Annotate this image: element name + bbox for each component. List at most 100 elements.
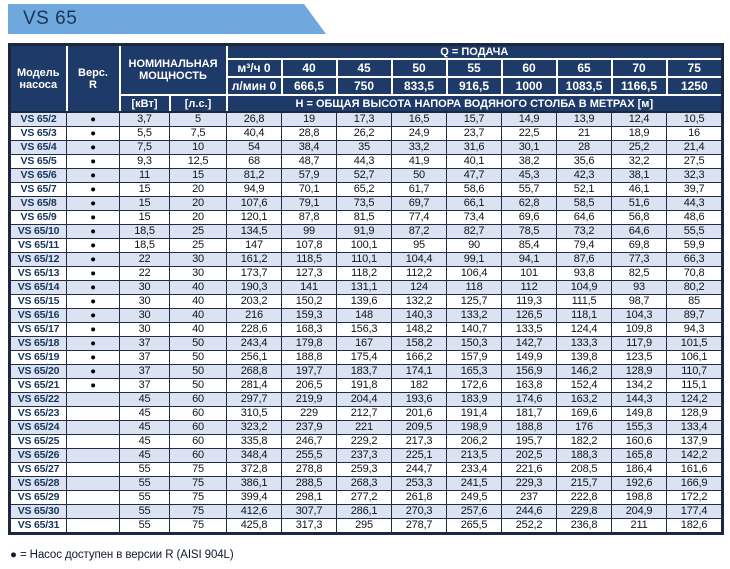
head-value-cell: 89,7 [666, 308, 724, 323]
hp-cell: 20 [168, 210, 228, 225]
head-value-cell: 10,5 [666, 111, 724, 127]
head-value-cell: 118,1 [556, 308, 613, 323]
series-tab: VS 65 [8, 4, 326, 34]
kw-cell: 30 [119, 308, 170, 323]
head-value-cell: 73,4 [446, 210, 503, 225]
head-value-cell: 141 [281, 280, 338, 295]
head-value-cell: 237,9 [281, 420, 338, 435]
table-row: VS 65/16 ● 30 40 216 159,3 148 140,3 133,2 126,5 1… [9, 308, 724, 323]
model-cell: VS 65/8 [9, 196, 67, 211]
head-value-cell: 61,7 [391, 182, 448, 197]
head-value-cell: 174,6 [501, 392, 558, 407]
version-r-cell: ● [66, 364, 120, 379]
hp-cell: 75 [168, 504, 228, 519]
footer-note: ● = Насос доступен в версии R (AISI 904L… [10, 549, 234, 561]
model-cell: VS 65/25 [9, 434, 67, 449]
kw-cell: 45 [119, 420, 170, 435]
kw-cell: 55 [119, 476, 170, 491]
head-value-cell: 104,3 [611, 308, 668, 323]
head-value-cell: 261,8 [391, 490, 448, 505]
head-value-cell: 124,4 [556, 322, 613, 337]
head-value-cell: 35,6 [556, 154, 613, 169]
head-value-cell: 215,7 [556, 476, 613, 491]
model-cell: VS 65/20 [9, 364, 67, 379]
head-value-cell: 229,8 [556, 504, 613, 519]
head-value-cell: 161,6 [666, 462, 724, 477]
head-value-cell: 191,4 [446, 406, 503, 421]
head-value-cell: 237,3 [336, 448, 393, 463]
head-value-cell: 297,7 [226, 392, 283, 407]
head-value-cell: 98,7 [611, 294, 668, 309]
hp-cell: 40 [168, 322, 228, 337]
head-value-cell: 213,5 [446, 448, 503, 463]
head-value-cell: 172,6 [446, 378, 503, 393]
table-row: VS 65/30 55 75 412,6 307,7 286,1 270,3 257,6 244… [9, 504, 724, 519]
head-value-cell: 109,8 [611, 322, 668, 337]
table-row: VS 65/5 ● 9,3 12,5 68 48,7 44,3 41,9 40,1 38,2 35,… [9, 154, 724, 169]
head-value-cell: 228,6 [226, 322, 283, 337]
head-value-cell: 221,6 [501, 462, 558, 477]
head-value-cell: 140,3 [391, 308, 448, 323]
hp-cell: 10 [168, 140, 228, 155]
head-value-cell: 139,8 [556, 350, 613, 365]
head-value-cell: 179,8 [281, 336, 338, 351]
head-value-cell: 137,9 [666, 434, 724, 449]
head-value-cell: 188,8 [501, 420, 558, 435]
header-flow-m3h: 55 [445, 58, 503, 78]
head-value-cell: 206,2 [446, 434, 503, 449]
head-value-cell: 57,9 [281, 168, 338, 183]
head-value-cell: 158,2 [391, 336, 448, 351]
head-value-cell: 182,2 [556, 434, 613, 449]
table-row: VS 65/28 55 75 386,1 288,5 268,3 253,3 241,5 229… [9, 476, 724, 491]
kw-cell: 15 [119, 182, 170, 197]
head-value-cell: 77,3 [611, 252, 668, 267]
head-value-cell: 268,8 [226, 364, 283, 379]
version-r-cell: ● [66, 238, 120, 253]
model-cell: VS 65/22 [9, 392, 67, 407]
header-flow-m3h: 40 [280, 58, 338, 78]
head-value-cell: 270,3 [391, 504, 448, 519]
head-value-cell: 166,9 [666, 476, 724, 491]
hp-cell: 50 [168, 350, 228, 365]
head-value-cell: 107,8 [281, 238, 338, 253]
header-flow-m3h: 70 [610, 58, 668, 78]
head-value-cell: 90 [446, 238, 503, 253]
version-r-cell: ● [66, 280, 120, 295]
head-value-cell: 65,2 [336, 182, 393, 197]
head-value-cell: 80,2 [666, 280, 724, 295]
head-value-cell: 85,4 [501, 238, 558, 253]
head-value-cell: 115,1 [666, 378, 724, 393]
model-cell: VS 65/3 [9, 126, 67, 141]
pump-spec-table: Модель насоса Верс. R НОМИНАЛЬНАЯ МОЩНОС… [8, 43, 725, 535]
head-value-cell: 134,5 [226, 224, 283, 239]
model-cell: VS 65/11 [9, 238, 67, 253]
header-model: Модель насоса [8, 43, 68, 113]
table-row: VS 65/4 ● 7,5 10 54 38,4 35 33,2 31,6 30,1 28 25,2 2… [9, 140, 724, 155]
version-r-cell: ● [66, 154, 120, 169]
table-row: VS 65/18 ● 37 50 243,4 179,8 167 158,2 150,3 142,… [9, 336, 724, 351]
version-r-cell [66, 518, 120, 534]
head-value-cell: 17,3 [336, 111, 393, 127]
head-value-cell: 198,9 [446, 420, 503, 435]
head-value-cell: 217,3 [391, 434, 448, 449]
hp-cell: 20 [168, 196, 228, 211]
hp-cell: 50 [168, 364, 228, 379]
table-row: VS 65/15 ● 30 40 203,2 150,2 139,6 132,2 125,7 11… [9, 294, 724, 309]
head-value-cell: 157,9 [446, 350, 503, 365]
head-value-cell: 81,5 [336, 210, 393, 225]
head-value-cell: 335,8 [226, 434, 283, 449]
head-value-cell: 253,3 [391, 476, 448, 491]
head-value-cell: 31,6 [446, 140, 503, 155]
model-cell: VS 65/10 [9, 224, 67, 239]
head-value-cell: 22,5 [501, 126, 558, 141]
head-value-cell: 13,9 [556, 111, 613, 127]
head-value-cell: 160,6 [611, 434, 668, 449]
head-value-cell: 66,1 [446, 196, 503, 211]
head-value-cell: 70,1 [281, 182, 338, 197]
head-value-cell: 94,3 [666, 322, 724, 337]
head-value-cell: 298,1 [281, 490, 338, 505]
head-value-cell: 307,7 [281, 504, 338, 519]
head-value-cell: 265,5 [446, 518, 503, 534]
head-value-cell: 163,2 [556, 392, 613, 407]
head-value-cell: 399,4 [226, 490, 283, 505]
